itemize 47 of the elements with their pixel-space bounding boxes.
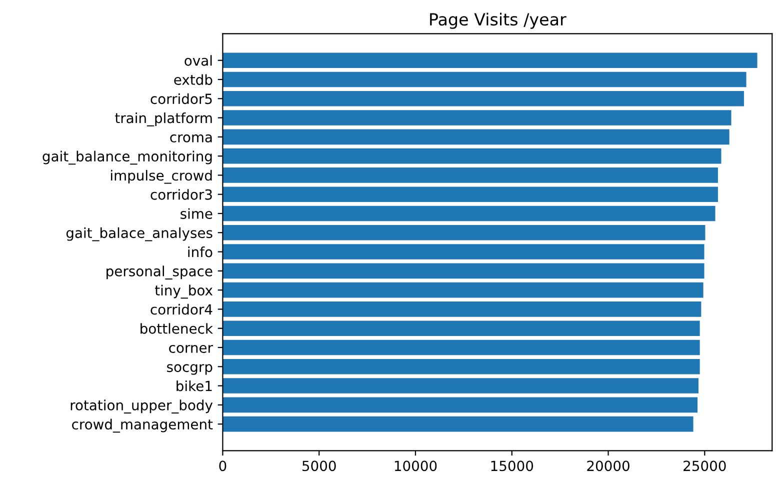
y-tick-label: info [188,246,212,258]
bar [222,186,718,202]
bar [222,302,702,317]
y-tick-label: crowd_management [72,418,213,433]
bar [222,224,706,240]
y-tick-label: rotation_upper_body [70,400,213,414]
chart-title: Page Visits /year [430,12,566,29]
bar [222,244,704,260]
y-tick-label: corridor4 [150,304,212,315]
y-tick-label: bike1 [176,380,212,392]
bar [222,148,722,164]
bar [222,282,704,298]
bar [222,110,732,126]
y-tick-label: corridor3 [150,189,212,200]
bar [222,358,700,374]
y-tick-label: corner [169,344,213,353]
x-tick-label: 5000 [302,460,336,472]
bar [222,378,698,394]
y-tick-label: train_platform [115,112,212,126]
y-tick-label: personal_space [106,266,212,280]
y-tick-label: impulse_crowd [111,170,212,184]
y-tick-label: extdb [174,74,212,85]
y-tick-label: tiny_box [154,284,213,299]
bar [222,397,698,413]
y-tick-label: croma [170,134,212,142]
bar [222,320,700,336]
y-tick-label: sime [180,208,212,219]
x-tick-label: 0 [219,460,226,472]
y-tick-label: gait_balance_monitoring [42,150,212,165]
y-tick-label: socgrp [167,364,212,375]
x-tick-label: 20000 [587,460,630,472]
bar [222,206,716,222]
bar [222,90,744,106]
y-tick-label: bottleneck [140,323,213,334]
y-tick-label: corridor5 [150,93,212,104]
bar [222,168,718,183]
bar [222,416,694,432]
bar [222,340,700,356]
bar [222,72,746,88]
x-tick-label: 10000 [394,460,437,472]
x-tick-label: 15000 [491,460,534,472]
bar [222,263,704,279]
y-tick-label: oval [184,55,212,66]
bar [222,52,758,68]
x-tick-label: 25000 [684,460,726,472]
bar [222,129,730,145]
y-tick-label: gait_balace_analyses [66,227,212,242]
